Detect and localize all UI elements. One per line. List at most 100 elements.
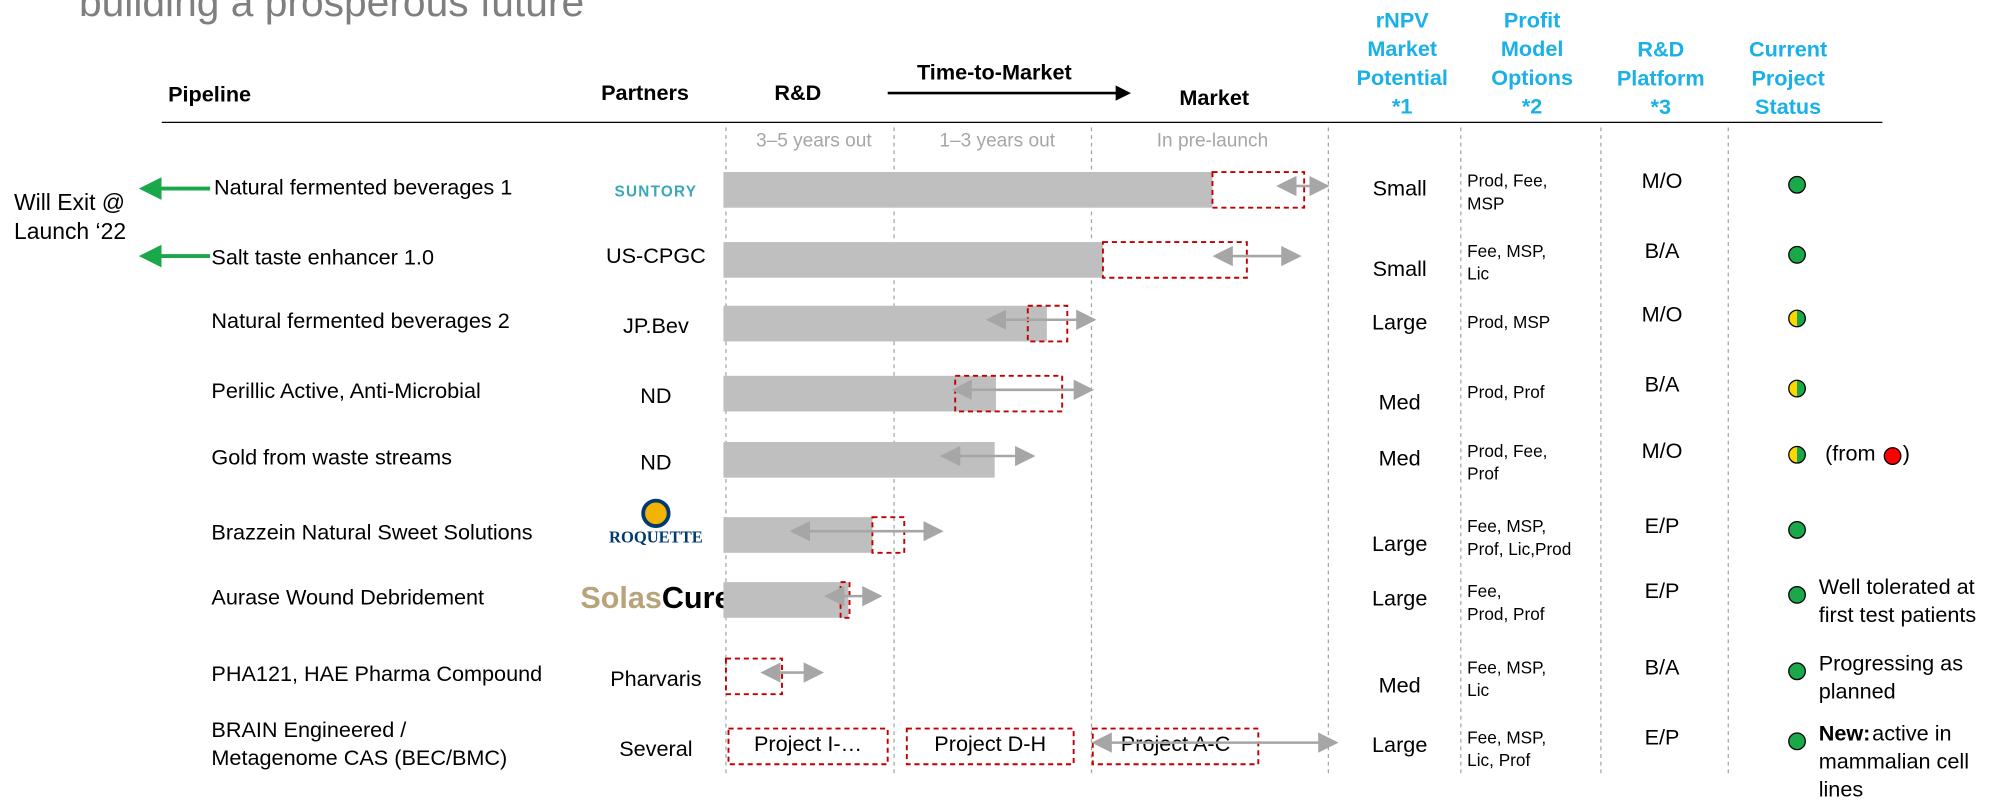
status-dot xyxy=(1788,175,1806,194)
partner: ND xyxy=(640,449,671,474)
header: R&D xyxy=(1637,37,1684,62)
rnpv: Med xyxy=(1379,390,1421,415)
header: Model xyxy=(1501,36,1564,61)
header: rNPV xyxy=(1376,7,1429,32)
platform: B/A xyxy=(1645,238,1680,263)
status-dot xyxy=(1788,520,1806,539)
header: Partners xyxy=(601,80,689,105)
progress-bar xyxy=(723,172,1213,208)
project-label: Project I-… xyxy=(754,731,862,756)
header: *3 xyxy=(1651,94,1671,119)
partner: US-CPGC xyxy=(606,243,706,268)
profit-option: Prod, Fee, xyxy=(1467,171,1547,191)
header: Profit xyxy=(1504,7,1561,32)
header: Market xyxy=(1367,36,1437,61)
progress-bar xyxy=(723,242,1103,278)
status-note: Well tolerated at xyxy=(1819,574,1975,599)
profit-option: Fee, xyxy=(1467,581,1501,601)
profit-option: Prod, Prof xyxy=(1467,382,1545,402)
platform: M/O xyxy=(1642,302,1683,327)
header: *1 xyxy=(1392,93,1412,118)
phase-label: 3–5 years out xyxy=(756,131,872,152)
platform: E/P xyxy=(1645,513,1680,538)
status-dot xyxy=(1788,662,1806,681)
partner: Several xyxy=(619,736,692,761)
status-note: mammalian cell xyxy=(1819,749,1969,774)
rnpv: Large xyxy=(1372,309,1427,334)
rnpv: Small xyxy=(1373,256,1427,281)
pipeline-name: Metagenome CAS (BEC/BMC) xyxy=(211,745,507,770)
partner: JP.Bev xyxy=(623,313,689,338)
status-dot xyxy=(1788,732,1806,751)
pipeline-name: Brazzein Natural Sweet Solutions xyxy=(211,519,532,544)
header: Pipeline xyxy=(168,81,251,106)
partner-logo: SUNTORY xyxy=(615,183,698,200)
rnpv: Small xyxy=(1373,176,1427,201)
prior-status-dot xyxy=(1883,447,1902,465)
pipeline-name: BRAIN Engineered / xyxy=(211,717,407,742)
header: Project xyxy=(1751,65,1824,90)
header: Status xyxy=(1755,94,1821,119)
progress-bar xyxy=(723,582,849,618)
platform: E/P xyxy=(1645,724,1680,749)
profit-option: Prod, MSP xyxy=(1467,312,1550,332)
platform: E/P xyxy=(1645,578,1680,603)
status-dot xyxy=(1788,245,1806,264)
note-bold: New: xyxy=(1819,721,1871,746)
partner-logo: ROQUETTE xyxy=(609,528,703,547)
partner-logo: SolasCure xyxy=(580,581,731,615)
progress-bar xyxy=(723,305,1047,342)
profit-option: Fee, MSP, xyxy=(1467,241,1546,261)
exit-note: Launch ‘22 xyxy=(14,218,126,244)
logo-part: Cure xyxy=(662,581,732,615)
progress-bar xyxy=(723,442,995,478)
status-note: first test patients xyxy=(1819,602,1977,627)
pipeline-name: Salt taste enhancer 1.0 xyxy=(211,244,434,269)
platform: M/O xyxy=(1642,438,1683,463)
progress-bar xyxy=(723,517,873,553)
pipeline-name: Natural fermented beverages 1 xyxy=(214,174,512,199)
rnpv: Large xyxy=(1372,732,1427,757)
pipeline-name: Gold from waste streams xyxy=(211,444,452,469)
status-note: ) xyxy=(1903,440,1910,465)
rnpv: Large xyxy=(1372,586,1427,611)
pipeline-name: Aurase Wound Debridement xyxy=(211,584,484,609)
pipeline-name: Natural fermented beverages 2 xyxy=(211,308,509,333)
logo-emblem xyxy=(641,498,671,528)
status-dot xyxy=(1788,379,1806,398)
profit-option: Fee, MSP, xyxy=(1467,516,1546,536)
profit-option: Lic, Prof xyxy=(1467,750,1530,770)
header: Options xyxy=(1491,65,1573,90)
header: Market xyxy=(1179,85,1249,110)
status-note: lines xyxy=(1819,777,1864,800)
status-note: active in xyxy=(1872,721,1951,746)
status-note: (from xyxy=(1825,440,1876,465)
profit-option: Fee, MSP, xyxy=(1467,657,1546,677)
platform: M/O xyxy=(1642,168,1683,193)
rnpv: Med xyxy=(1379,672,1421,697)
platform: B/A xyxy=(1645,654,1680,679)
progress-bar xyxy=(723,375,996,412)
rnpv: Med xyxy=(1379,446,1421,471)
platform: B/A xyxy=(1645,372,1680,397)
project-label: Project D-H xyxy=(934,731,1046,756)
exit-note: Will Exit @ xyxy=(14,189,125,215)
status-dot xyxy=(1788,585,1806,604)
header: Current xyxy=(1749,37,1827,62)
rnpv: Large xyxy=(1372,531,1427,556)
header: Time-to-Market xyxy=(917,60,1072,85)
phase-label: In pre-launch xyxy=(1157,131,1268,152)
header: Platform xyxy=(1617,65,1705,90)
profit-option: Prod, Fee, xyxy=(1467,441,1547,461)
partner: Pharvaris xyxy=(610,666,702,691)
pipeline-name: Perillic Active, Anti-Microbial xyxy=(211,378,480,403)
status-note: Progressing as xyxy=(1819,651,1964,676)
logo-part: Solas xyxy=(580,581,662,615)
title: building a prosperous future xyxy=(79,0,584,25)
header: *2 xyxy=(1522,93,1542,118)
project-box xyxy=(905,727,1075,766)
target-box xyxy=(871,516,906,554)
profit-option: Prof, Lic,Prod xyxy=(1467,539,1571,559)
target-box xyxy=(1101,241,1248,279)
